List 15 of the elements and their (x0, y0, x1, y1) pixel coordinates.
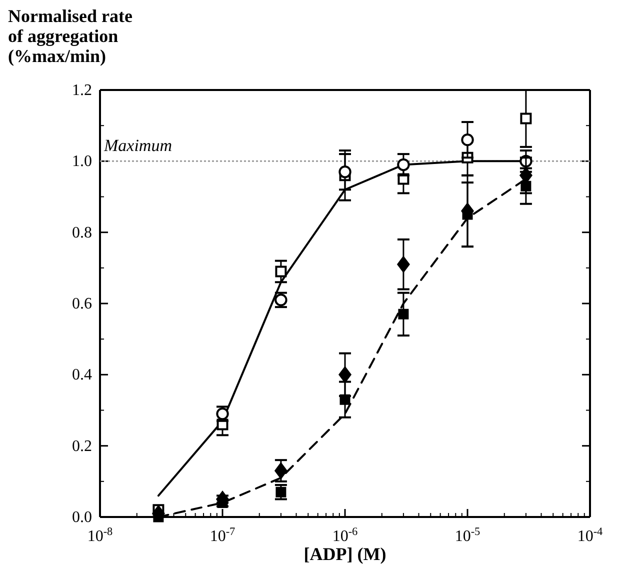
x-tick-label: 10$^{-8}$ (87, 526, 114, 545)
y-tick-label: 0.8 (72, 224, 92, 242)
x-axis-title: [ADP] (M) (304, 544, 386, 564)
y-axis-title: Normalised rate of aggregation (%max/min) (8, 6, 132, 66)
x-tick-label: 10$^{-6}$ (332, 526, 358, 545)
y-tick-label: 0.4 (72, 366, 92, 384)
y-tick-label: 1.0 (72, 153, 92, 170)
x-tick-label: 10$^{-5}$ (454, 526, 481, 545)
x-tick-label: 10$^{-7}$ (210, 526, 236, 545)
y-tick-label: 1.2 (72, 82, 92, 99)
y-tick-label: 0.6 (72, 296, 92, 312)
y-tick-label: 0.2 (72, 438, 92, 455)
y-tick-label: 0.0 (72, 509, 92, 526)
ref-line-label: Maximum (103, 136, 172, 156)
x-tick-label: 10$^{-4}$ (577, 526, 604, 545)
